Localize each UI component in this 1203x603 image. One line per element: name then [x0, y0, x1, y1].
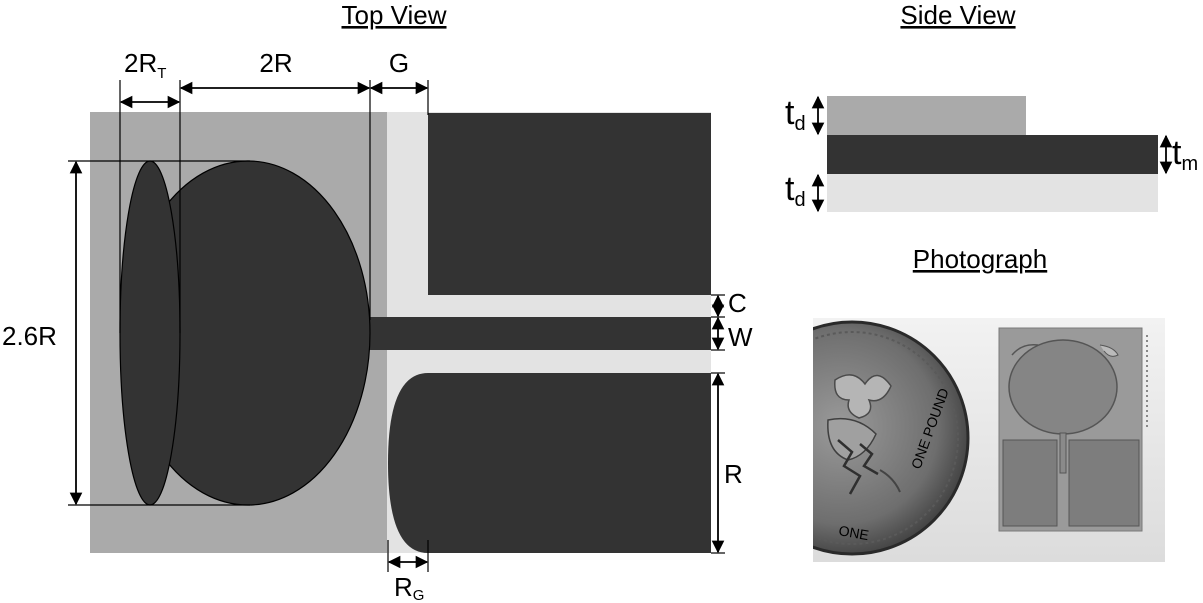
- dim-td-top-label: td: [785, 94, 806, 135]
- top-view: Top View 2RT 2R G 2.6R C W R RG: [2, 0, 753, 603]
- ground-rounded-edge: [388, 373, 428, 553]
- dim-rg-label: RG: [394, 572, 424, 603]
- dim-w-label: W: [728, 322, 753, 352]
- dim-td-bottom-label: td: [785, 170, 806, 211]
- top-view-title: Top View: [341, 0, 446, 30]
- dim-2r-label: 2R: [259, 48, 292, 78]
- photo-antenna: [998, 327, 1148, 532]
- dielectric-bottom-layer: [827, 174, 1158, 212]
- dim-tm-label: tm: [1172, 134, 1198, 175]
- dielectric-top-layer: [827, 96, 1026, 135]
- side-view: Side View td tm td: [785, 0, 1198, 213]
- metal-layer: [827, 135, 1158, 174]
- side-view-title: Side View: [900, 0, 1015, 30]
- coin-image: ONE POUND ONE: [813, 320, 970, 556]
- photograph: Photograph ONE POUND ONE: [813, 244, 1165, 562]
- ground-plane-bottom: [428, 373, 711, 553]
- taper-ellipse: [119, 160, 181, 506]
- dim-g-label: G: [389, 48, 409, 78]
- photograph-title: Photograph: [913, 244, 1047, 274]
- dim-c-label: C: [728, 288, 747, 318]
- dim-r-label: R: [724, 459, 743, 489]
- feed-line: [366, 317, 711, 350]
- coin-text-2: ONE: [837, 522, 870, 543]
- dim-height-label: 2.6R: [2, 321, 57, 351]
- dim-2rt-label: 2RT: [124, 48, 166, 82]
- dimension-arrows: [69, 81, 725, 569]
- ground-plane-top: [428, 113, 711, 295]
